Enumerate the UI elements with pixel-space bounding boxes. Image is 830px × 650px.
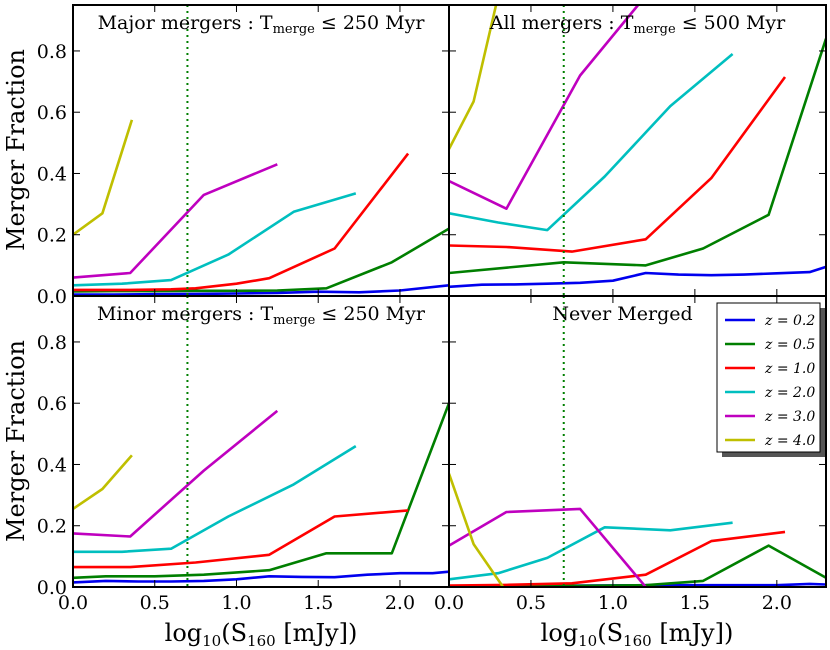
legend-label-z-0-5: z = 0.5 bbox=[764, 337, 815, 353]
x-axis-title-2: log10(S160 [mJy]) bbox=[541, 619, 734, 650]
x-axis-title-open: (S bbox=[221, 619, 247, 647]
panel-2-title-subscript: merge bbox=[633, 22, 676, 37]
panel-2-title-main: All mergers : T bbox=[489, 12, 634, 34]
panel-4-title-main: Never Merged bbox=[552, 303, 692, 325]
panel-2-line-z-0-5 bbox=[449, 38, 826, 275]
legend-label-z-3-0: z = 3.0 bbox=[764, 409, 815, 425]
panel-2-title-rest: ≤ 500 Myr bbox=[676, 12, 786, 34]
panel-3-xtick-label: 1.0 bbox=[221, 592, 251, 614]
panel-1-frame bbox=[72, 4, 450, 297]
panel-1: 0.0 0.2 0.4 0.6 0.8 Major mergers : Tmerge ≤ … bbox=[37, 4, 450, 308]
x-axis-title-1: log10(S160 [mJy]) bbox=[165, 619, 358, 650]
panel-4-line-z-4-0 bbox=[449, 473, 505, 587]
x-axis-title-band: 160 bbox=[247, 632, 276, 650]
panel-1-title-subscript: merge bbox=[273, 22, 316, 37]
panel-3-xtick-label: 0.5 bbox=[140, 592, 170, 614]
panel-4-frame bbox=[448, 295, 827, 588]
panel-4-line-z-2-0 bbox=[449, 521, 733, 581]
panel-1-ytick-label: 0.4 bbox=[37, 163, 67, 185]
panel-1-series-group bbox=[73, 119, 449, 296]
panel-3-ytick-label: 0.8 bbox=[37, 332, 67, 354]
panel-4-line-z-0-5 bbox=[449, 544, 826, 587]
panel-4-xtick-label: 0.0 bbox=[434, 592, 464, 614]
panel-1-line-z-4-0 bbox=[73, 119, 134, 236]
panel-3-line-z-3-0 bbox=[73, 409, 279, 538]
panel-3-line-z-4-0 bbox=[73, 454, 133, 510]
panel-3-line-z-2-0 bbox=[73, 444, 357, 554]
legend-label-z-4-0: z = 4.0 bbox=[764, 433, 815, 449]
panel-1-ytick-label: 0.8 bbox=[37, 41, 67, 63]
panel-3-xtick-label: 1.5 bbox=[303, 592, 333, 614]
x-axis-title-base: 10 bbox=[202, 632, 221, 650]
panel-1-title-rest: ≤ 250 Myr bbox=[315, 12, 425, 34]
panel-3-series-group bbox=[73, 402, 449, 584]
panel-2-line-z-3-0 bbox=[449, 5, 640, 210]
x-axis-title-unit: [mJy]) bbox=[276, 619, 358, 647]
panel-1-title-main: Major mergers : T bbox=[98, 12, 273, 34]
x-axis-title-log: log bbox=[165, 619, 203, 647]
panel-2-series-group bbox=[449, 5, 826, 289]
panel-3-line-z-0-5 bbox=[73, 402, 449, 580]
panel-3-ytick-label: 0.6 bbox=[37, 393, 67, 415]
panel-3-title-rest: ≤ 250 Myr bbox=[315, 303, 425, 325]
panel-3-xtick-label: 2.0 bbox=[385, 592, 415, 614]
x-axis-title-log: log bbox=[541, 619, 579, 647]
panel-2-title: All mergers : Tmerge ≤ 500 Myr bbox=[489, 12, 786, 37]
x-axis-title-unit: [mJy]) bbox=[652, 619, 734, 647]
y-axis-title-1: Merger Fraction bbox=[2, 49, 30, 251]
panel-4: 0.0 0.5 1.0 1.5 2.0 Never Merged bbox=[434, 295, 827, 614]
panel-4-xtick-label: 1.5 bbox=[680, 592, 710, 614]
panel-3-title-main: Minor mergers : T bbox=[97, 303, 273, 325]
panel-2-frame bbox=[448, 4, 827, 297]
panel-2-line-z-1-0 bbox=[449, 76, 787, 253]
panel-1-title: Major mergers : Tmerge ≤ 250 Myr bbox=[98, 12, 426, 37]
x-axis-title-base: 10 bbox=[578, 632, 597, 650]
y-axis-title-2: Merger Fraction bbox=[2, 340, 30, 542]
panel-3-title: Minor mergers : Tmerge ≤ 250 Myr bbox=[97, 303, 426, 328]
panel-4-xtick-label: 2.0 bbox=[762, 592, 792, 614]
panel-4-line-z-1-0 bbox=[449, 530, 786, 587]
panel-1-line-z-2-0 bbox=[73, 192, 357, 287]
legend-label-z-1-0: z = 1.0 bbox=[764, 361, 815, 377]
x-axis-title-band: 160 bbox=[623, 632, 652, 650]
panel-3-line-z-1-0 bbox=[73, 509, 409, 569]
panel-2-line-z-0-2 bbox=[449, 265, 826, 289]
legend: z = 0.2 z = 0.5 z = 1.0 z = 2.0 z = 3.0 z = 4… bbox=[716, 302, 825, 457]
panel-3-ytick-label: 0.2 bbox=[37, 516, 67, 538]
panel-4-line-z-3-0 bbox=[449, 507, 647, 587]
panel-3-line-z-0-2 bbox=[73, 570, 449, 584]
panel-3-ytick-label: 0.4 bbox=[37, 454, 67, 476]
panel-1-ytick-label: 0.2 bbox=[37, 225, 67, 247]
panel-1-ytick-label: 0.0 bbox=[37, 286, 67, 308]
panel-1-ytick-label: 0.6 bbox=[37, 102, 67, 124]
panel-1-line-z-1-0 bbox=[73, 152, 410, 292]
legend-label-z-0-2: z = 0.2 bbox=[764, 313, 815, 329]
legend-box bbox=[716, 302, 821, 453]
panel-4-series-group bbox=[449, 473, 826, 587]
panel-4-xtick-label: 1.0 bbox=[598, 592, 628, 614]
panel-2-line-z-4-0 bbox=[449, 5, 498, 150]
panel-2-line-z-2-0 bbox=[449, 53, 734, 232]
x-axis-title-open: (S bbox=[597, 619, 623, 647]
legend-label-z-2-0: z = 2.0 bbox=[764, 385, 815, 401]
panel-3: 0.0 0.2 0.4 0.6 0.8 0.0 0.5 1.0 1.5 2.0 Minor merg… bbox=[37, 295, 450, 614]
panel-1-line-z-3-0 bbox=[73, 163, 278, 279]
panel-3-ytick-label: 0.0 bbox=[37, 577, 67, 599]
panel-3-xtick-label: 0.0 bbox=[58, 592, 88, 614]
panel-4-title: Never Merged bbox=[552, 303, 692, 325]
panel-4-xtick-label: 0.5 bbox=[516, 592, 546, 614]
panel-2: All mergers : Tmerge ≤ 500 Myr bbox=[448, 4, 827, 297]
panel-1-line-z-0-2 bbox=[73, 284, 449, 296]
panel-3-title-subscript: merge bbox=[273, 313, 316, 328]
panel-3-frame bbox=[72, 295, 450, 588]
